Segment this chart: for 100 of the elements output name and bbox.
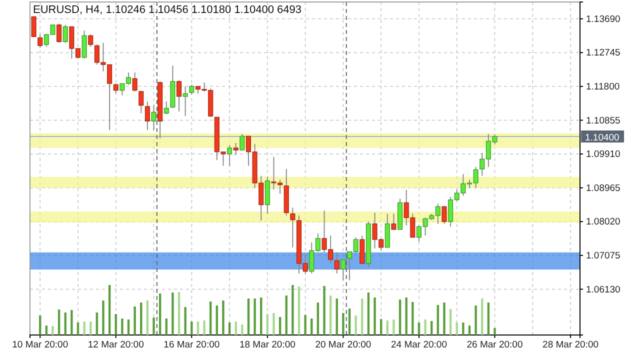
bar bbox=[146, 300, 149, 335]
bar bbox=[398, 300, 402, 335]
bar bbox=[102, 300, 104, 335]
bar bbox=[361, 298, 364, 335]
bar bbox=[310, 318, 313, 335]
bar bbox=[405, 298, 408, 335]
bar bbox=[336, 298, 338, 335]
bar bbox=[209, 302, 212, 335]
candlestick bbox=[264, 176, 270, 214]
candlestick bbox=[442, 205, 447, 224]
bar bbox=[96, 312, 98, 335]
x-tick-label: 26 Mar 20:00 bbox=[466, 340, 523, 351]
candlestick bbox=[176, 80, 182, 112]
candlestick bbox=[62, 24, 68, 44]
y-tick-label: 1.06130 bbox=[586, 284, 620, 296]
bar bbox=[64, 312, 66, 335]
y-tick-label: 1.08020 bbox=[586, 216, 620, 228]
bar bbox=[392, 320, 395, 335]
bar bbox=[127, 320, 130, 335]
candlestick bbox=[240, 133, 245, 151]
bar bbox=[152, 318, 155, 335]
bar bbox=[436, 305, 440, 335]
bar bbox=[412, 302, 414, 335]
bar bbox=[184, 307, 186, 335]
bar bbox=[254, 298, 256, 335]
candlestick bbox=[391, 213, 396, 230]
bar bbox=[342, 313, 344, 335]
candlestick bbox=[151, 104, 156, 131]
bar bbox=[108, 285, 111, 335]
candlestick bbox=[132, 72, 138, 92]
candlestick bbox=[138, 90, 144, 114]
x-tick-label: 24 Mar 20:00 bbox=[390, 340, 447, 351]
y-tick-label: 1.11800 bbox=[586, 81, 620, 92]
candlestick bbox=[38, 34, 43, 48]
bar bbox=[134, 306, 136, 335]
bar bbox=[386, 320, 389, 335]
bar bbox=[76, 322, 80, 335]
candlestick bbox=[360, 235, 365, 264]
bar bbox=[140, 302, 142, 335]
candlestick bbox=[334, 252, 340, 274]
ref-line-label: 1.10400 bbox=[585, 132, 620, 144]
y-tick-label: 1.07075 bbox=[586, 250, 620, 262]
bar bbox=[380, 319, 382, 335]
y-tick-label: 1.13690 bbox=[586, 14, 620, 25]
bar bbox=[114, 314, 117, 335]
bar bbox=[165, 318, 168, 335]
candlestick bbox=[56, 23, 62, 44]
bar bbox=[487, 302, 490, 335]
bar bbox=[374, 298, 376, 335]
bar bbox=[241, 324, 244, 335]
bar bbox=[45, 326, 48, 335]
bar bbox=[272, 313, 275, 335]
bar bbox=[424, 320, 426, 335]
bar bbox=[443, 302, 446, 335]
bar bbox=[158, 294, 162, 335]
bar bbox=[190, 322, 193, 335]
chart-title: EURUSD, H4, 1.10246 1.10456 1.10180 1.10400 6493 bbox=[33, 4, 302, 16]
bar bbox=[316, 302, 320, 335]
bar bbox=[39, 316, 42, 335]
candlestick bbox=[31, 16, 36, 37]
bar bbox=[474, 306, 477, 335]
bar bbox=[216, 306, 218, 335]
candlestick bbox=[88, 34, 94, 48]
bar bbox=[70, 310, 73, 335]
bar bbox=[178, 292, 180, 335]
candlestick bbox=[144, 100, 150, 131]
bar bbox=[449, 309, 452, 335]
bar bbox=[430, 321, 433, 335]
candlestick bbox=[233, 142, 238, 156]
candlestick bbox=[227, 144, 232, 166]
candlestick bbox=[113, 83, 118, 94]
bar bbox=[266, 314, 269, 335]
candlestick bbox=[290, 207, 296, 248]
x-tick-label: 18 Mar 20:00 bbox=[239, 340, 296, 351]
x-tick-label: 20 Mar 20:00 bbox=[315, 340, 372, 351]
bar bbox=[121, 318, 124, 335]
bar bbox=[83, 322, 86, 335]
bar bbox=[58, 310, 60, 335]
candlestick bbox=[164, 100, 169, 115]
bar bbox=[172, 292, 174, 335]
x-tick-label: 16 Mar 20:00 bbox=[164, 340, 220, 351]
bar bbox=[234, 322, 237, 335]
x-tick-label: 12 Mar 20:00 bbox=[88, 340, 144, 351]
bar bbox=[323, 286, 326, 335]
candlestick bbox=[82, 30, 87, 60]
bar bbox=[292, 285, 294, 335]
candlestick bbox=[189, 84, 194, 95]
x-tick-label: 28 Mar 20:00 bbox=[542, 340, 599, 351]
bar bbox=[329, 296, 332, 335]
bar bbox=[203, 320, 206, 335]
bar bbox=[456, 322, 458, 335]
bar bbox=[247, 298, 250, 335]
bar bbox=[285, 296, 288, 335]
bar bbox=[298, 286, 300, 335]
bar bbox=[367, 292, 370, 335]
bar bbox=[481, 298, 484, 335]
bar bbox=[260, 298, 262, 335]
candlestick bbox=[340, 259, 346, 281]
bar bbox=[52, 326, 54, 335]
bar bbox=[468, 326, 471, 335]
